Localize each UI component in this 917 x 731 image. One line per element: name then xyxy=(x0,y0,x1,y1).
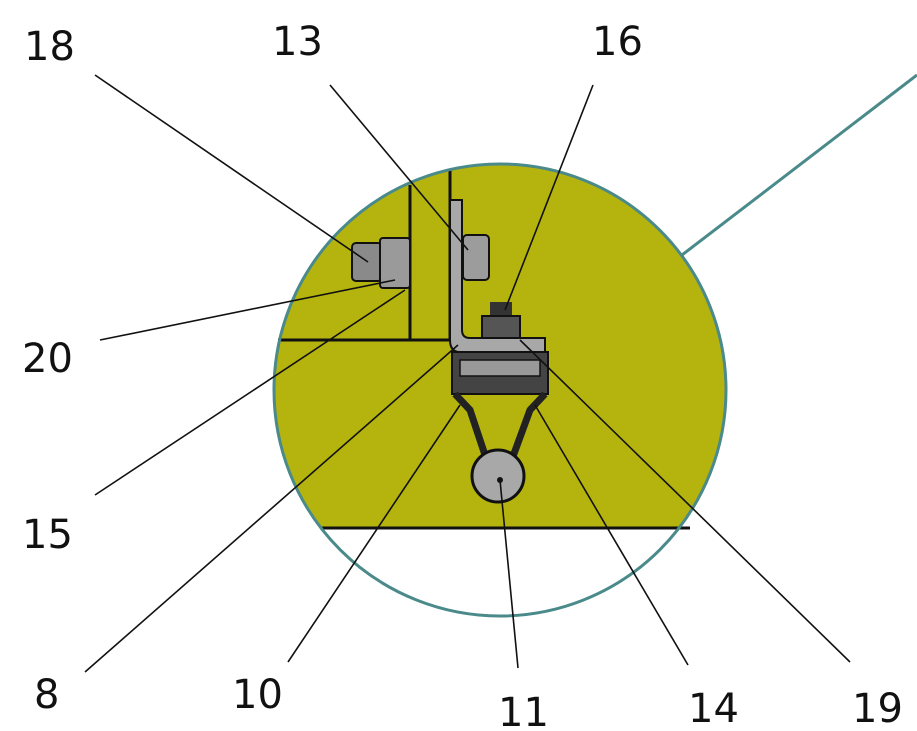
arms xyxy=(452,391,548,472)
labels: 18 13 16 20 15 8 10 11 14 19 xyxy=(22,19,903,731)
leaders xyxy=(84,74,851,673)
bracket xyxy=(449,199,546,353)
washer xyxy=(379,237,411,289)
detail-view xyxy=(272,73,917,618)
part-label: 16 xyxy=(592,19,643,65)
detail-circle xyxy=(272,162,728,618)
clamp-inner xyxy=(459,359,541,377)
leader-line xyxy=(499,479,519,669)
leader-line xyxy=(287,404,461,663)
leader-line xyxy=(94,74,369,263)
leader-line xyxy=(534,404,689,666)
part-label: 18 xyxy=(24,24,75,70)
part-label: 14 xyxy=(688,686,739,731)
part-label: 13 xyxy=(272,19,323,65)
part-label: 20 xyxy=(22,336,73,382)
part-label: 8 xyxy=(34,672,59,718)
leader-line xyxy=(84,344,459,673)
bolt xyxy=(490,302,512,316)
leader-line xyxy=(94,289,406,496)
nut xyxy=(462,234,490,281)
part-label: 19 xyxy=(852,686,903,731)
part-label: 10 xyxy=(232,672,283,718)
leader-line xyxy=(519,339,851,663)
detail-leader xyxy=(681,73,917,257)
part-label: 11 xyxy=(498,690,549,731)
leader-line xyxy=(99,279,396,341)
part-label: 15 xyxy=(22,512,73,558)
nut xyxy=(481,315,521,339)
wheel xyxy=(470,448,526,504)
leader-line xyxy=(504,84,594,311)
leader-line xyxy=(329,84,469,251)
